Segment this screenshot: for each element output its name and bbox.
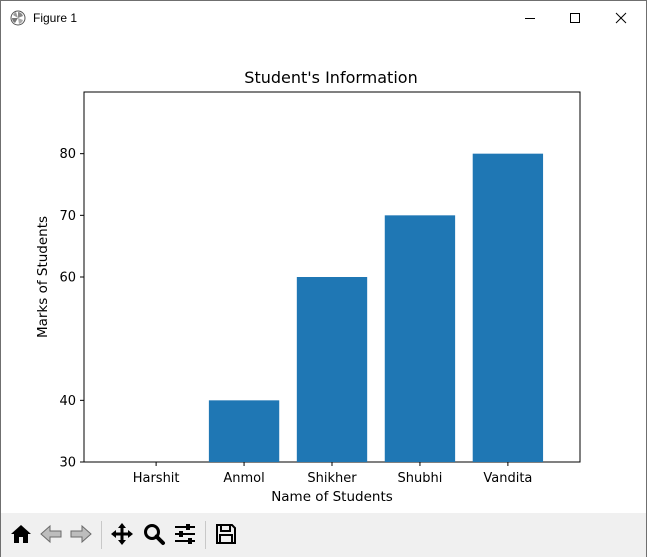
window-title: Figure 1	[33, 11, 78, 25]
floppy-disk-icon	[216, 524, 236, 544]
plot-canvas[interactable]: Student's Information 30 40 60 70 80 Harshit…	[1, 35, 646, 513]
y-axis-label: Marks of Students	[35, 216, 51, 338]
y-tick-label: 40	[59, 394, 76, 409]
close-button[interactable]	[598, 1, 644, 34]
zoom-button[interactable]	[139, 519, 169, 549]
home-button[interactable]	[6, 519, 36, 549]
y-tick-label: 70	[59, 209, 76, 224]
arrow-left-icon	[40, 524, 62, 544]
x-tick-label: Shubhi	[398, 471, 443, 486]
x-tick-label: Harshit	[133, 471, 180, 486]
home-icon	[11, 525, 31, 543]
bar-shikher	[296, 277, 368, 462]
bar-anmol	[208, 400, 280, 462]
move-icon	[111, 523, 133, 545]
magnifier-icon	[144, 524, 165, 545]
forward-button[interactable]	[66, 519, 96, 549]
x-tick-label: Vandita	[483, 471, 532, 486]
y-tick-label: 60	[59, 271, 76, 286]
matplotlib-icon	[10, 10, 26, 26]
x-axis-label: Name of Students	[271, 489, 393, 505]
y-tick-label: 30	[59, 456, 76, 471]
y-tick-label: 80	[59, 147, 76, 162]
minimize-icon	[525, 17, 535, 19]
minimize-button[interactable]	[507, 1, 553, 34]
chart-title: Student's Information	[244, 68, 417, 87]
bar-vandita	[472, 153, 544, 462]
maximize-icon	[570, 12, 580, 23]
toolbar-separator	[205, 521, 206, 549]
configure-subplots-button[interactable]	[170, 519, 200, 549]
arrow-right-icon	[70, 524, 92, 544]
pan-button[interactable]	[107, 519, 137, 549]
title-bar[interactable]: Figure 1	[1, 1, 646, 35]
bar-shubhi	[384, 215, 456, 462]
sliders-icon	[175, 524, 195, 544]
toolbar-separator	[101, 521, 102, 549]
x-tick-label: Anmol	[223, 471, 264, 486]
x-tick-label: Shikher	[307, 471, 357, 486]
bar-chart: Student's Information 30 40 60 70 80 Harshit…	[35, 68, 581, 505]
save-button[interactable]	[211, 519, 241, 549]
navigation-toolbar	[1, 513, 646, 557]
maximize-button[interactable]	[552, 1, 598, 34]
back-button[interactable]	[36, 519, 66, 549]
close-icon	[615, 12, 627, 23]
